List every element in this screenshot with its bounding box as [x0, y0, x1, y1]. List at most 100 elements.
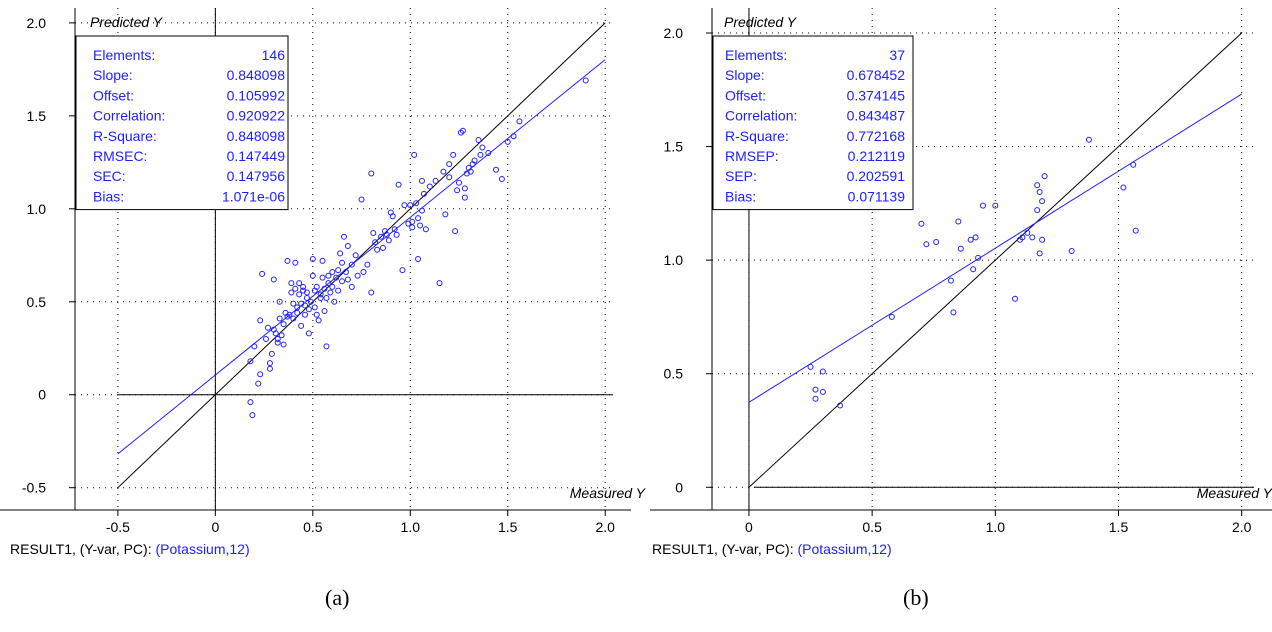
- data-point: [516, 118, 523, 125]
- stats-value: 0.920922: [227, 108, 286, 124]
- data-point: [407, 202, 414, 209]
- data-point: [510, 133, 517, 140]
- data-point: [333, 274, 340, 281]
- stats-label: Elements:: [725, 47, 787, 63]
- data-point: [477, 151, 484, 158]
- data-point: [268, 350, 275, 357]
- stats-label: RMSEC:: [93, 148, 147, 164]
- panel-b-sublabel: (b): [903, 585, 929, 610]
- data-point: [329, 269, 336, 276]
- data-point: [417, 222, 424, 229]
- data-point: [303, 289, 310, 296]
- x-tick-label: 0: [211, 519, 219, 535]
- data-point: [819, 388, 826, 395]
- potassium-link[interactable]: (Potassium,12): [797, 541, 891, 557]
- data-point: [335, 287, 342, 294]
- data-point: [1034, 207, 1041, 214]
- y-tick-label: 1.0: [27, 201, 47, 217]
- data-point: [467, 168, 474, 175]
- data-point: [288, 289, 295, 296]
- result-footer-prefix: RESULT1, (Y-var, PC):: [652, 541, 797, 557]
- data-point: [888, 313, 895, 320]
- data-point: [1019, 234, 1026, 241]
- y-tick-label: 0.5: [664, 366, 684, 382]
- data-point: [303, 295, 310, 302]
- data-point: [970, 266, 977, 273]
- data-point: [323, 343, 330, 350]
- stats-value: 0.843487: [847, 108, 906, 124]
- data-point: [280, 321, 287, 328]
- data-point: [272, 330, 279, 337]
- stats-label: R-Square:: [725, 128, 789, 144]
- data-point: [812, 395, 819, 402]
- data-point: [923, 241, 930, 248]
- stats-label: Offset:: [725, 87, 766, 103]
- data-point: [459, 127, 466, 134]
- data-point: [374, 246, 381, 253]
- data-point: [329, 283, 336, 290]
- data-point: [348, 283, 355, 290]
- data-point: [409, 224, 416, 231]
- data-point: [309, 272, 316, 279]
- stats-value: 37: [889, 47, 905, 63]
- data-point: [337, 250, 344, 257]
- data-point: [992, 202, 999, 209]
- data-point: [418, 177, 425, 184]
- data-point: [276, 298, 283, 305]
- data-point: [259, 270, 266, 277]
- result-footer: RESULT1, (Y-var, PC): (Potassium,12): [652, 541, 892, 557]
- stats-value: 0.202591: [847, 168, 906, 184]
- data-point: [368, 289, 375, 296]
- stats-label: Correlation:: [93, 108, 165, 124]
- data-point: [264, 324, 271, 331]
- y-axis-title: Predicted Y: [724, 14, 798, 30]
- data-point: [456, 179, 463, 186]
- potassium-link[interactable]: (Potassium,12): [155, 541, 249, 557]
- stats-label: Bias:: [725, 188, 756, 204]
- data-point: [339, 278, 346, 285]
- data-point: [266, 360, 273, 367]
- data-point: [317, 295, 324, 302]
- data-point: [319, 257, 326, 264]
- y-tick-label: 1.5: [27, 108, 47, 124]
- data-point: [280, 341, 287, 348]
- data-point: [1024, 229, 1031, 236]
- data-point: [378, 233, 385, 240]
- data-point: [266, 365, 273, 372]
- data-point: [313, 311, 320, 318]
- data-point: [399, 267, 406, 274]
- data-point: [1085, 136, 1092, 143]
- target-line: [748, 32, 1243, 488]
- data-point: [415, 256, 422, 262]
- data-point: [1130, 161, 1137, 168]
- data-point: [296, 291, 303, 298]
- y-tick-label: 0: [38, 387, 46, 403]
- data-point: [290, 315, 297, 322]
- data-point: [370, 229, 377, 236]
- data-point: [352, 252, 359, 259]
- data-point: [342, 269, 349, 276]
- x-axis-title: Measured Y: [1197, 485, 1272, 501]
- data-point: [972, 234, 979, 241]
- data-point: [422, 226, 429, 233]
- x-tick-label: 1.5: [1109, 519, 1129, 535]
- data-point: [582, 77, 589, 84]
- data-point: [311, 304, 318, 311]
- x-tick-label: 2.0: [1232, 519, 1252, 535]
- data-point: [420, 190, 427, 197]
- stats-label: Offset:: [93, 87, 134, 103]
- data-point: [315, 317, 322, 324]
- stats-label: SEC:: [93, 168, 126, 184]
- y-axis-title: Predicted Y: [90, 14, 164, 30]
- data-point: [933, 238, 940, 245]
- stats-value: 0.212119: [848, 148, 906, 164]
- data-point: [452, 228, 459, 235]
- stats-value: 0.678452: [847, 67, 906, 83]
- data-point: [354, 272, 361, 279]
- data-point: [317, 291, 324, 298]
- data-point: [436, 280, 443, 287]
- data-point: [461, 194, 468, 201]
- x-axis-title: Measured Y: [570, 485, 647, 501]
- data-point: [493, 166, 500, 173]
